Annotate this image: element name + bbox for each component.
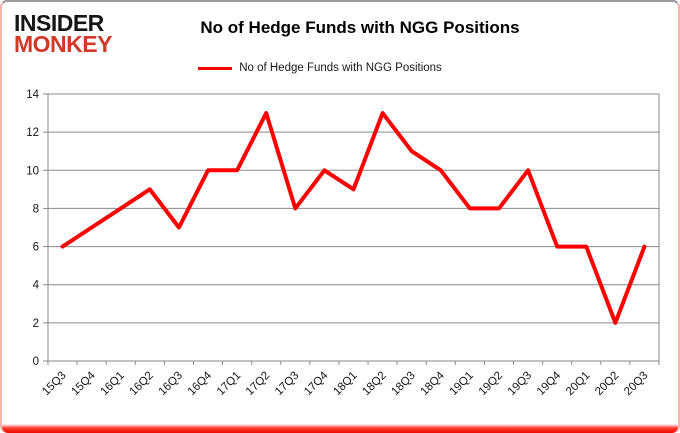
svg-text:6: 6: [33, 242, 39, 254]
legend-label: No of Hedge Funds with NGG Positions: [239, 62, 442, 74]
svg-text:8: 8: [33, 203, 39, 215]
svg-text:17Q2: 17Q2: [244, 370, 272, 398]
chart-title: No of Hedge Funds with NGG Positions: [200, 18, 520, 37]
logo-insider-text: INSIDER: [14, 10, 104, 36]
svg-text:18Q1: 18Q1: [331, 370, 359, 398]
svg-text:0: 0: [33, 356, 39, 368]
svg-text:18Q3: 18Q3: [389, 370, 417, 398]
svg-text:12: 12: [26, 127, 39, 139]
svg-text:15Q3: 15Q3: [40, 370, 68, 398]
svg-text:20Q3: 20Q3: [622, 370, 650, 398]
svg-text:19Q4: 19Q4: [535, 369, 564, 398]
svg-text:14: 14: [26, 89, 39, 101]
svg-text:19Q1: 19Q1: [448, 370, 476, 398]
svg-text:10: 10: [26, 165, 39, 177]
svg-text:19Q2: 19Q2: [477, 370, 505, 398]
svg-text:2: 2: [33, 318, 39, 330]
svg-text:20Q1: 20Q1: [564, 370, 592, 398]
svg-text:18Q4: 18Q4: [419, 369, 448, 398]
svg-text:16Q4: 16Q4: [186, 369, 215, 398]
chart-legend: No of Hedge Funds with NGG Positions: [2, 62, 638, 74]
svg-text:17Q4: 17Q4: [302, 369, 331, 398]
logo-monkey-text: MONKEY: [14, 31, 112, 58]
svg-text:18Q2: 18Q2: [360, 370, 388, 398]
svg-text:4: 4: [33, 280, 40, 292]
svg-text:19Q3: 19Q3: [506, 370, 534, 398]
insider-monkey-logo: INSIDER MONKEY: [14, 10, 112, 58]
svg-text:20Q2: 20Q2: [593, 370, 621, 398]
svg-text:15Q4: 15Q4: [69, 369, 98, 398]
svg-text:16Q3: 16Q3: [157, 370, 185, 398]
svg-text:16Q1: 16Q1: [98, 370, 126, 398]
svg-text:16Q2: 16Q2: [128, 370, 156, 398]
svg-text:17Q3: 17Q3: [273, 370, 301, 398]
svg-text:17Q1: 17Q1: [215, 370, 243, 398]
legend-line-marker: [198, 66, 233, 70]
bottom-red-border: [2, 424, 678, 433]
